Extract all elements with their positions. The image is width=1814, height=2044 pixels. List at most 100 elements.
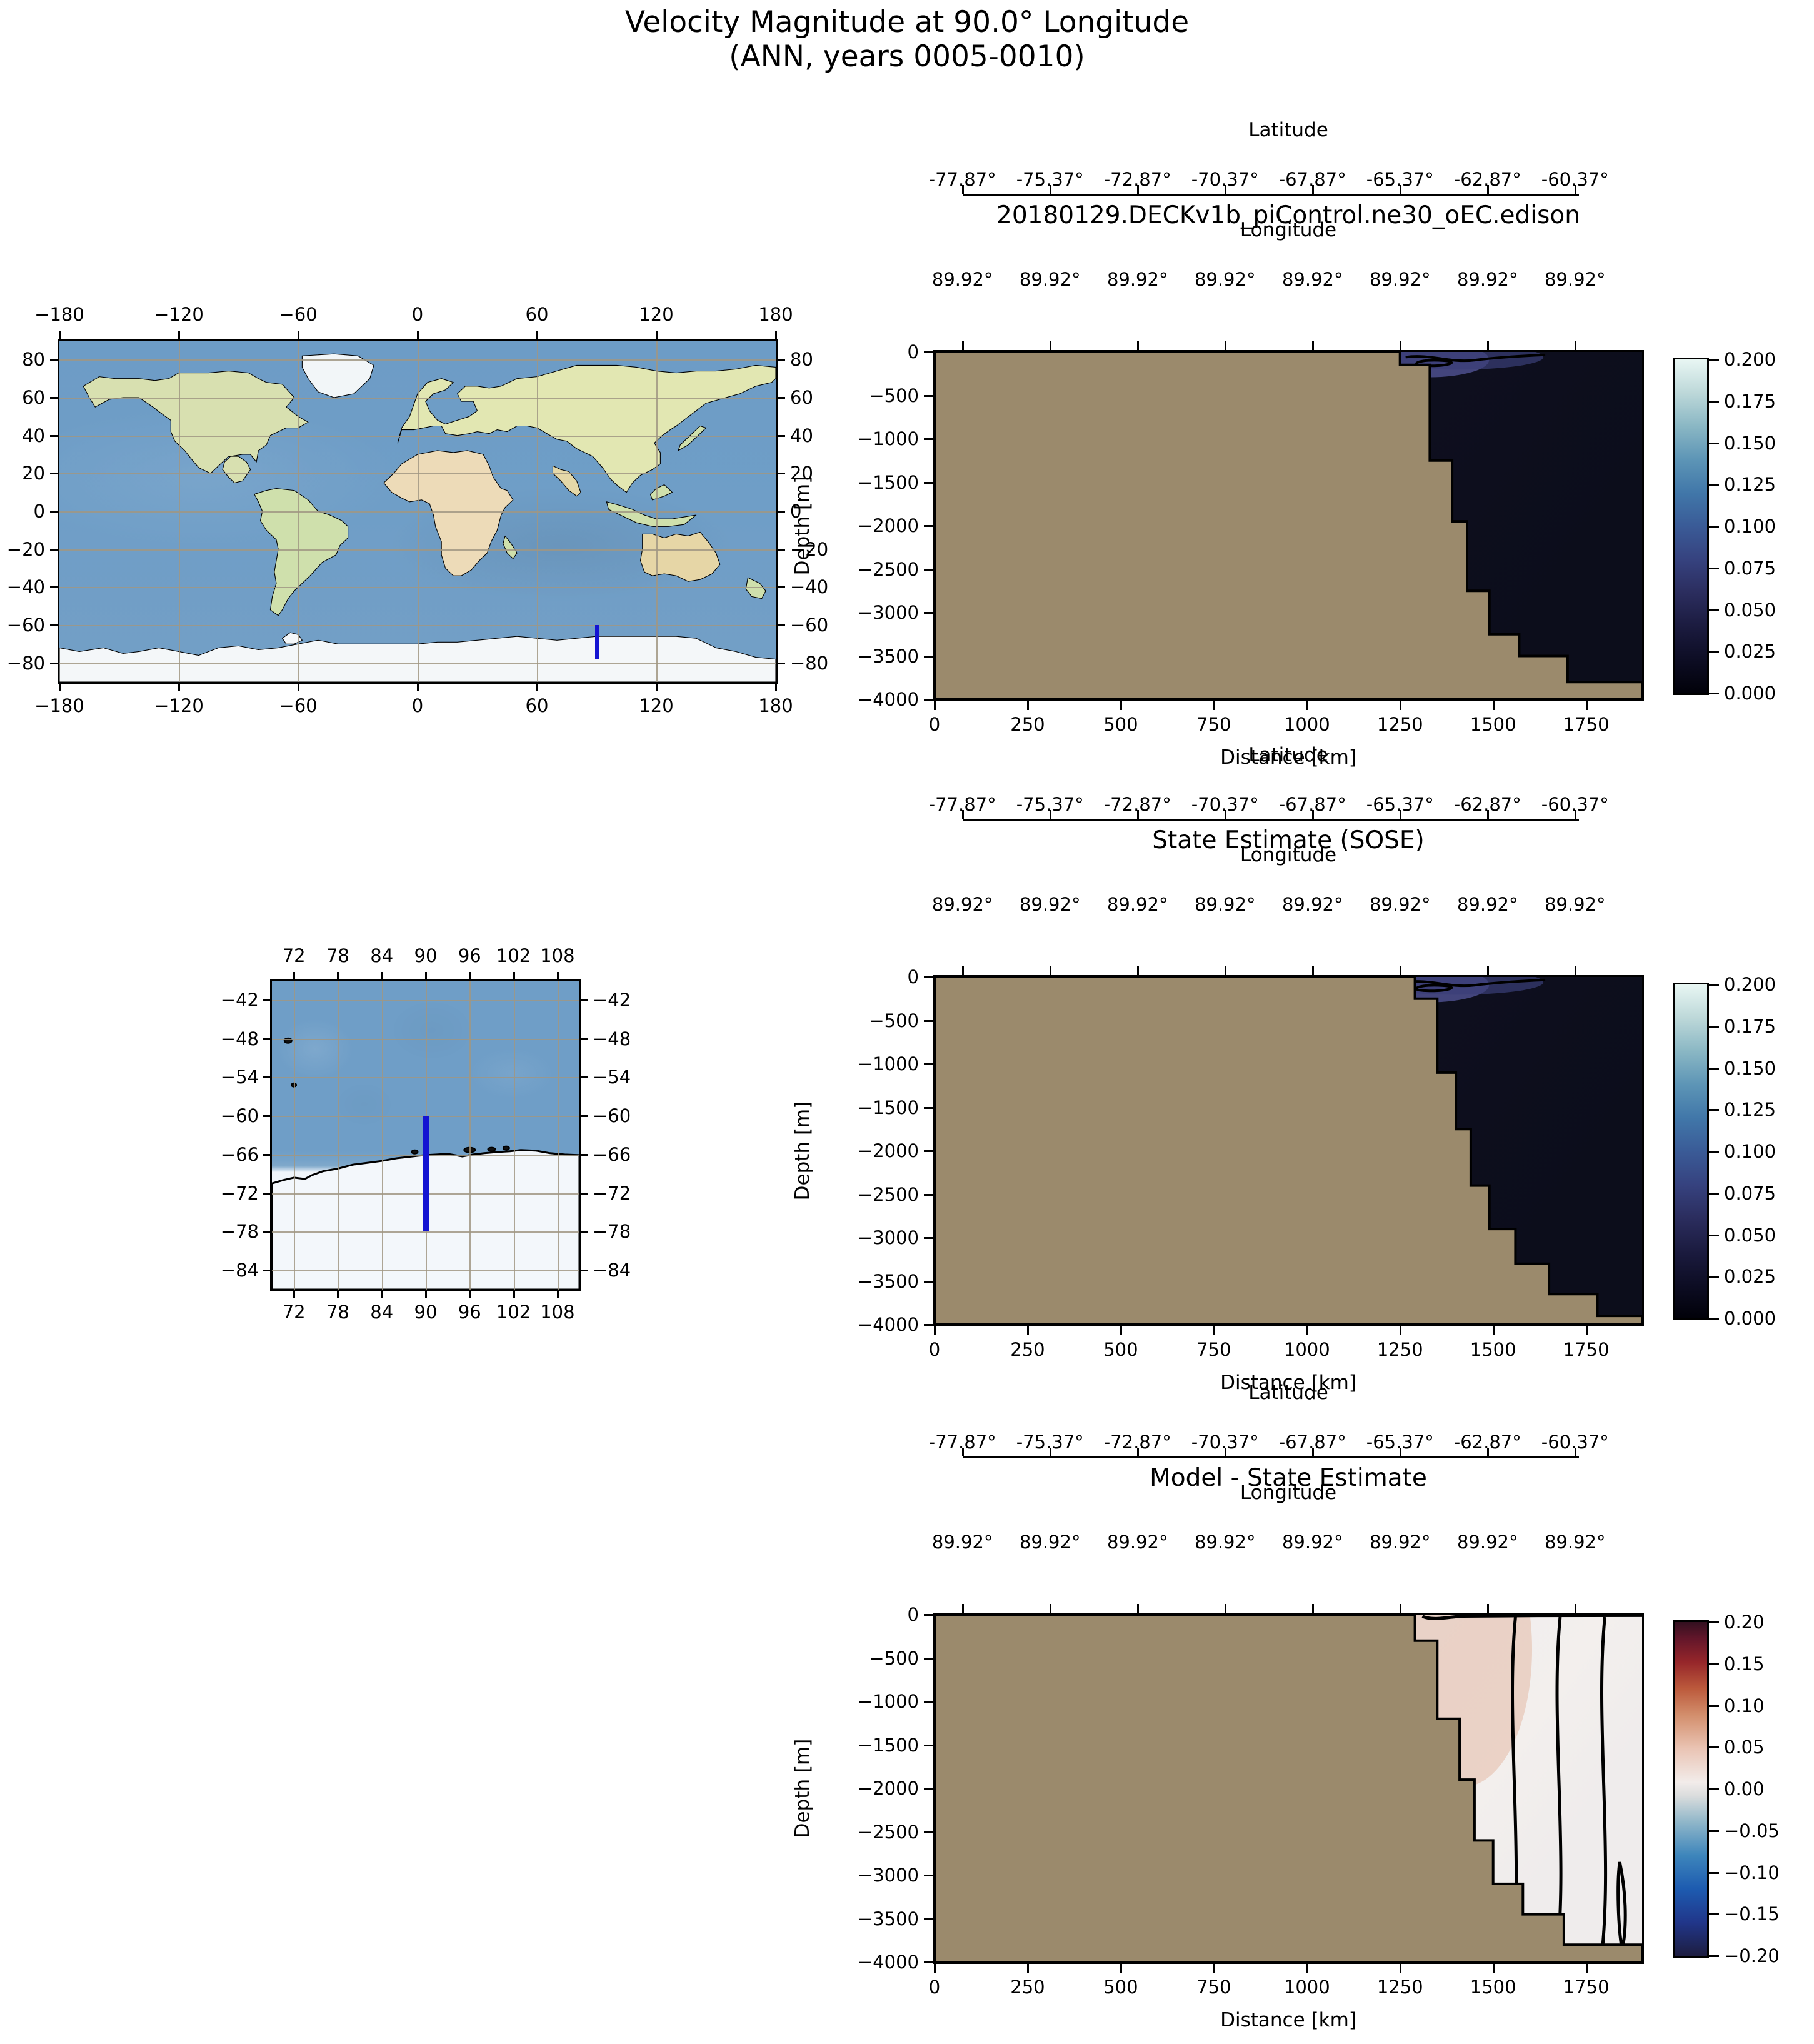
model-section-colorbar-tick <box>1709 442 1719 444</box>
ticklabel-lat-left: −72 <box>220 1182 259 1204</box>
difference-section-depth-tick <box>924 1614 933 1616</box>
ticklabel-lon-top: 108 <box>540 945 575 966</box>
ticklabel-lat-right: −66 <box>593 1143 631 1165</box>
state-estimate-section-distance-ticklabel: 1750 <box>1563 1339 1610 1360</box>
model-section-longitude-tick <box>1399 341 1401 350</box>
model-section-colorbar[interactable] <box>1673 358 1709 695</box>
model-section-colorbar-ticklabel: 0.025 <box>1724 641 1776 663</box>
gridline-latitude <box>59 473 776 475</box>
tick-lon-top <box>513 972 515 979</box>
ticklabel-lon-top: 0 <box>411 304 424 325</box>
gridline-latitude <box>272 1077 579 1079</box>
ticklabel-lat-left: −66 <box>220 1143 259 1165</box>
state-estimate-section-longitude-ticklabel: 89.92° <box>1106 894 1168 915</box>
state-estimate-section-distance-tick <box>934 1326 936 1335</box>
model-section-longitude-ticklabel: 89.92° <box>1106 269 1168 290</box>
state-estimate-section-depth-tick <box>924 1324 933 1326</box>
gridline-latitude <box>272 1231 579 1233</box>
difference-section-depth-tick <box>924 1875 933 1876</box>
tick-lon-top <box>298 331 299 339</box>
state-estimate-section-colorbar-ticklabel: 0.175 <box>1724 1015 1776 1037</box>
difference-section-distance-ticklabel: 1750 <box>1563 1976 1610 1998</box>
model-section-depth-tick <box>924 525 933 527</box>
ticklabel-lat-right: −80 <box>790 652 829 674</box>
tick-lat-left <box>50 473 58 475</box>
tick-lat-left <box>50 662 58 664</box>
model-section-depth-ticklabel: −3500 <box>857 645 919 667</box>
state-estimate-section-longitude-ticklabel: 89.92° <box>1019 894 1081 915</box>
ticklabel-lon-top: 96 <box>458 945 481 966</box>
state-estimate-section-colorbar-ticklabel: 0.025 <box>1724 1266 1776 1288</box>
model-section-distance-ticklabel: 750 <box>1196 714 1231 735</box>
ticklabel-lon-bottom: 180 <box>758 695 793 716</box>
model-section-depth-tick <box>924 612 933 614</box>
gridline-latitude <box>59 435 776 437</box>
model-section-depth-ticklabel: −1000 <box>857 428 919 449</box>
gridline-latitude <box>59 663 776 664</box>
tick-lon-top <box>59 331 61 339</box>
difference-section-depth-tick <box>924 1788 933 1790</box>
state-estimate-section-colorbar[interactable] <box>1673 983 1709 1320</box>
ticklabel-lat-right: −48 <box>593 1028 631 1050</box>
model-section-distance-tick <box>1213 701 1215 710</box>
gridline-longitude <box>338 981 339 1290</box>
state-estimate-section-longitude-ticklabel: 89.92° <box>1281 894 1343 915</box>
state-estimate-section-distance-tick <box>1492 1326 1495 1335</box>
difference-section-depth-tick <box>924 1918 933 1920</box>
difference-section-depth-tick <box>924 1831 933 1833</box>
difference-section-colorbar[interactable] <box>1673 1620 1709 1958</box>
difference-section-distance-tick <box>1120 1964 1122 1973</box>
difference-section-colorbar-tick <box>1709 1871 1719 1874</box>
state-estimate-section-depth-tick <box>924 1106 933 1109</box>
tick-lat-left <box>50 511 58 513</box>
difference-section-distance-tick <box>1399 1964 1401 1973</box>
ticklabel-lat-right: −60 <box>593 1105 631 1127</box>
state-estimate-section-plot-area <box>933 975 1644 1326</box>
model-section-distance-ticklabel: 250 <box>1010 714 1045 735</box>
difference-section-title: Model - State Estimate <box>1150 1464 1427 1492</box>
ticklabel-lat-right: 80 <box>790 349 813 371</box>
state-estimate-section-colorbar-ticklabel: 0.100 <box>1724 1141 1776 1162</box>
difference-section-longitude-axis-label: Longitude <box>1240 1481 1337 1504</box>
state-estimate-section-latitude-tick <box>961 810 964 819</box>
model-section-longitude-tick <box>1486 341 1489 350</box>
model-section-depth-axis-label: Depth [m] <box>791 476 814 576</box>
model-section-depth-tick <box>924 568 933 571</box>
state-estimate-section-latitude-spine <box>962 819 1579 821</box>
model-section-longitude-tick <box>1136 341 1139 350</box>
model-section-latitude-ticklabel: -77.87° <box>928 169 996 190</box>
difference-section-latitude-ticklabel: -65.37° <box>1366 1431 1434 1453</box>
difference-section-colorbar-ticklabel: 0.20 <box>1724 1611 1765 1633</box>
model-section-latitude-ticklabel: -70.37° <box>1191 169 1259 190</box>
difference-section-colorbar-tick <box>1709 1663 1719 1665</box>
state-estimate-section-depth-ticklabel: −3000 <box>857 1227 919 1248</box>
model-section-depth-tick <box>924 394 933 397</box>
tick-lat-left <box>263 1076 270 1079</box>
tick-lon-bottom <box>59 684 61 691</box>
difference-section-colorbar-tick <box>1709 1705 1719 1707</box>
ticklabel-lat-right: 20 <box>790 463 813 484</box>
model-section-latitude-tick <box>1049 185 1051 194</box>
difference-section-longitude-ticklabel: 89.92° <box>1106 1531 1168 1553</box>
state-estimate-section-depth-tick <box>924 1150 933 1152</box>
state-estimate-section-longitude-tick <box>1574 966 1576 975</box>
difference-section-depth-tick <box>924 1657 933 1660</box>
ticklabel-lat-left: −48 <box>220 1028 259 1050</box>
state-estimate-section-field <box>935 977 1642 1325</box>
difference-section-latitude-tick <box>1224 1448 1226 1456</box>
tick-lon-top <box>536 331 538 339</box>
tick-lat-right <box>778 359 785 361</box>
gridline-latitude <box>59 511 776 513</box>
ticklabel-lat-right: −78 <box>593 1221 631 1243</box>
gridline-longitude <box>294 981 296 1290</box>
model-section-longitude-tick <box>1224 341 1226 350</box>
tick-lat-left <box>263 1038 270 1040</box>
state-estimate-section-colorbar-ticklabel: 0.075 <box>1724 1182 1776 1204</box>
ticklabel-lon-bottom: 90 <box>414 1301 438 1323</box>
tick-lat-left <box>50 548 58 551</box>
model-section-longitude-ticklabel: 89.92° <box>1369 269 1431 290</box>
state-estimate-section-longitude-ticklabel: 89.92° <box>1369 894 1431 915</box>
state-estimate-section-latitude-ticklabel: -65.37° <box>1366 794 1434 815</box>
ticklabel-lat-right: −20 <box>790 538 829 560</box>
difference-section-colorbar-tick <box>1709 1788 1719 1790</box>
